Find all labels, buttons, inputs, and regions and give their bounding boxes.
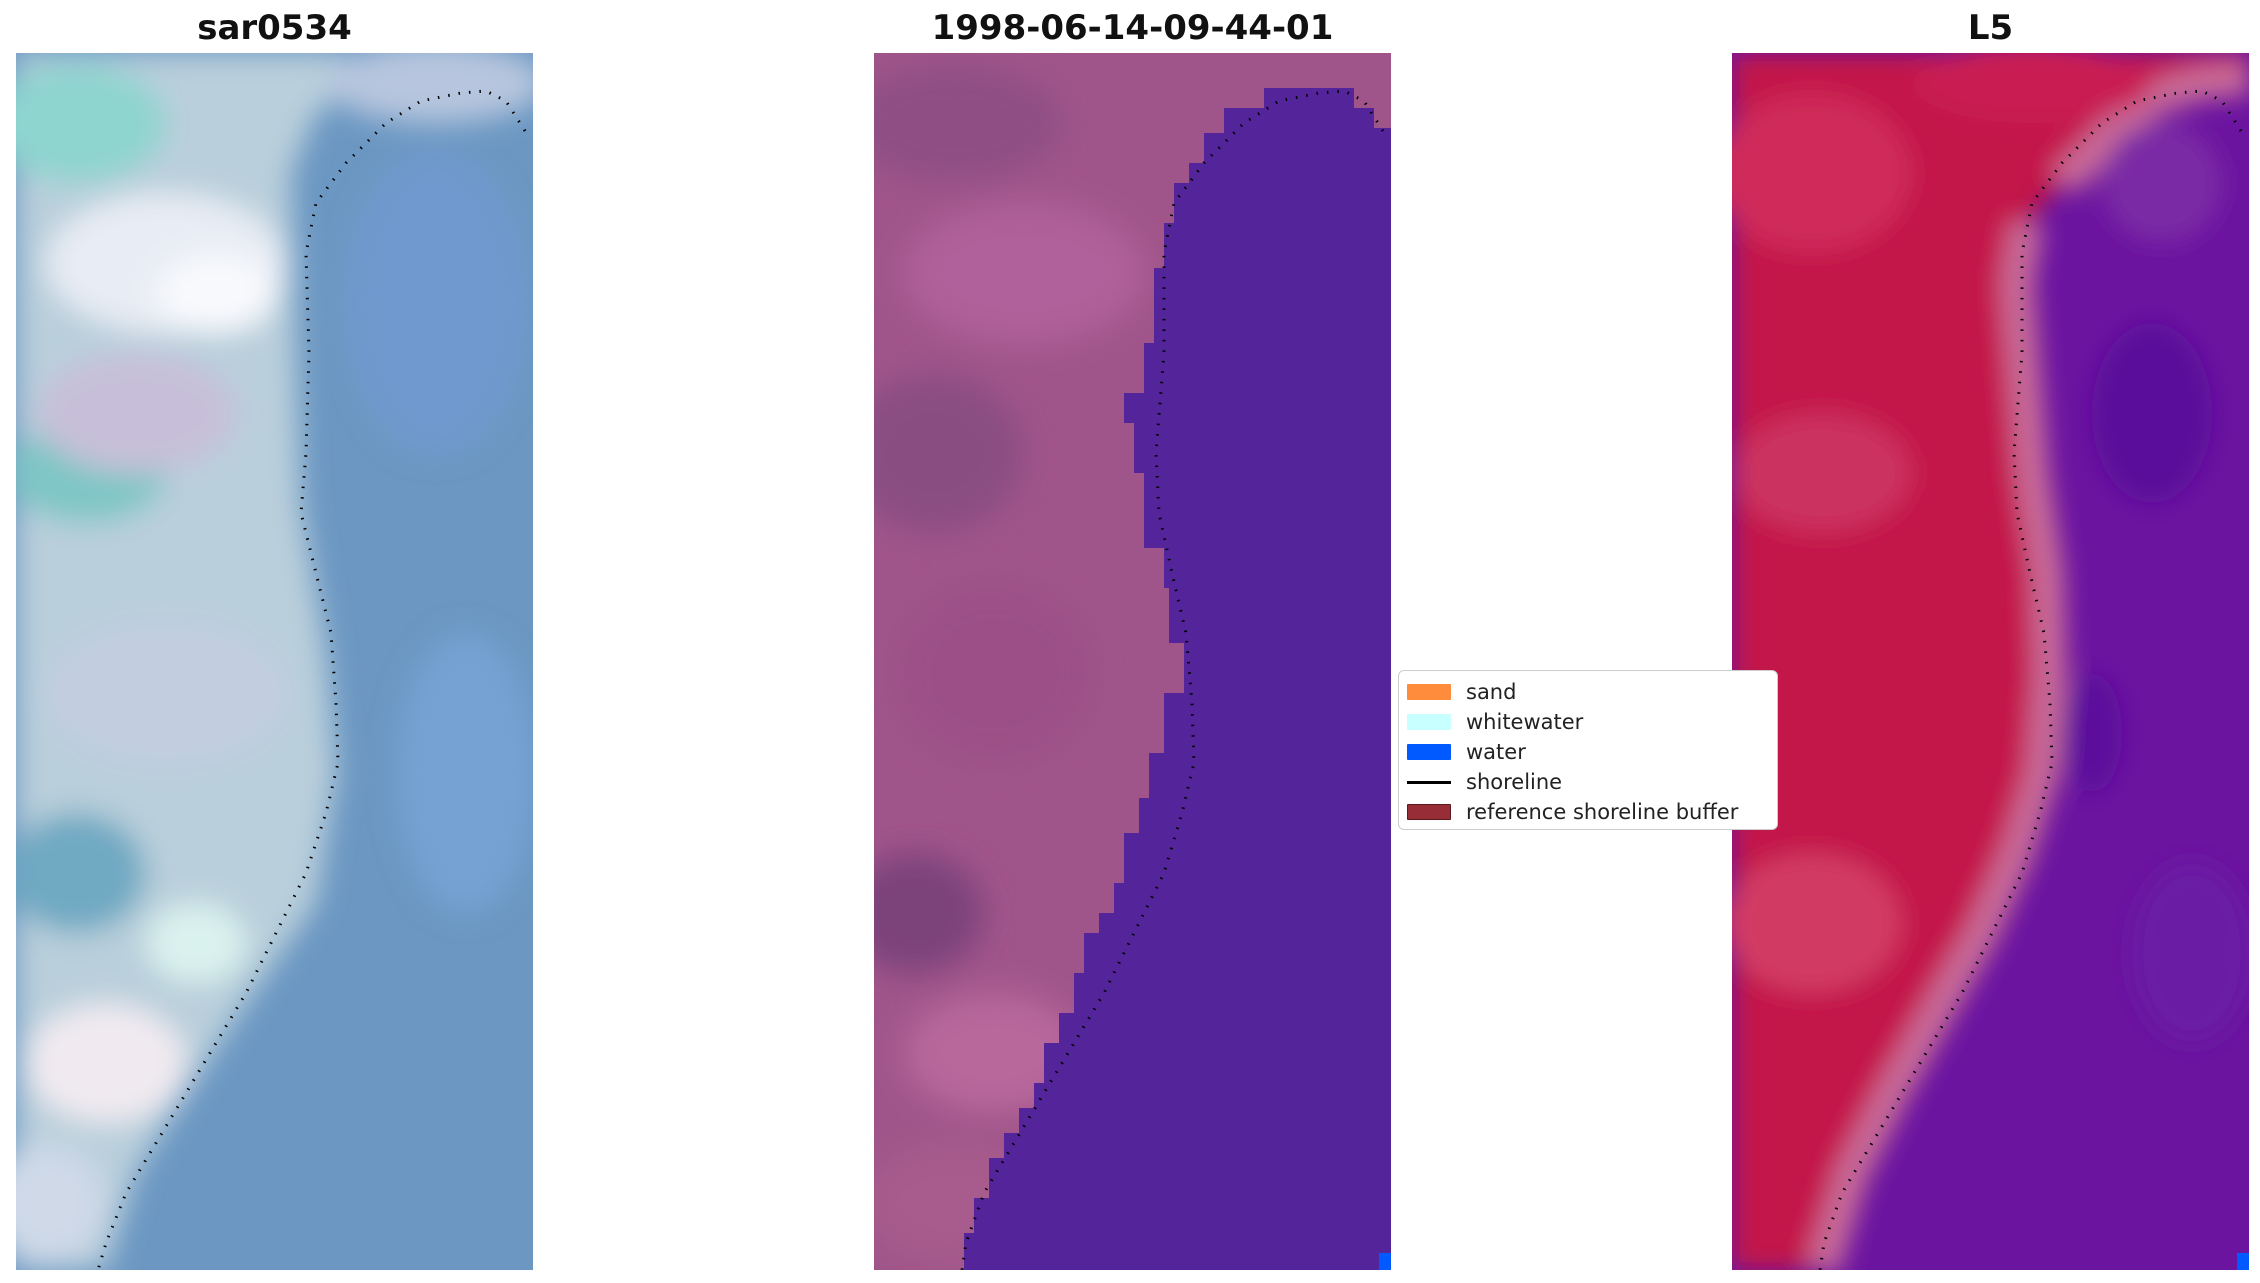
legend-item-shoreline: shoreline: [1407, 767, 1562, 797]
index-image: [1732, 53, 2249, 1270]
whitewater-swatch: [1407, 714, 1451, 730]
index-image-panel: [1732, 53, 2249, 1270]
water-class-region: [964, 53, 1391, 1270]
panel-title-rgb: sar0534: [197, 8, 352, 48]
classified-image: [874, 53, 1391, 1270]
legend-label: sand: [1466, 680, 1517, 704]
legend-item-whitewater: whitewater: [1407, 707, 1583, 737]
reference-buffer-swatch: [1407, 804, 1451, 820]
legend-item-reference-buffer: reference shoreline buffer: [1407, 797, 1738, 827]
legend-item-sand: sand: [1407, 677, 1516, 707]
water-swatch: [1407, 744, 1451, 760]
water-pixel: [2237, 1253, 2249, 1270]
legend: sand whitewater water shoreline referenc…: [1398, 670, 1778, 830]
shoreline-line-swatch: [1407, 780, 1451, 784]
rgb-image: [16, 53, 533, 1270]
legend-label: reference shoreline buffer: [1466, 800, 1739, 824]
panel-title-ndwi: L5: [1967, 8, 2014, 48]
legend-label: shoreline: [1466, 770, 1563, 794]
legend-item-water: water: [1407, 737, 1526, 767]
panel-title-classified: 1998-06-14-09-44-01: [931, 8, 1334, 48]
water-pixel: [1379, 1253, 1391, 1270]
sand-swatch: [1407, 684, 1451, 700]
rgb-image-panel: [16, 53, 533, 1270]
classified-image-panel: [874, 53, 1391, 1270]
legend-label: whitewater: [1466, 710, 1584, 734]
legend-label: water: [1466, 740, 1526, 764]
